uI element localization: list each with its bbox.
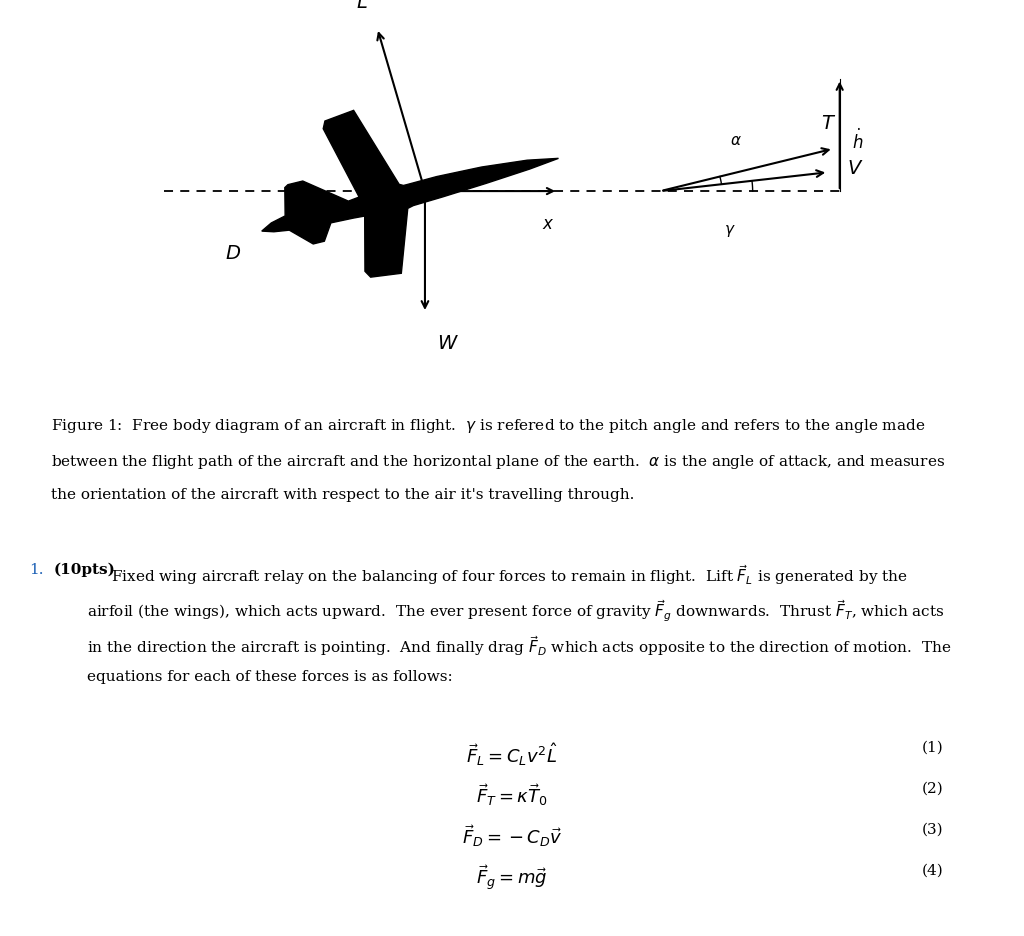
Text: Fixed wing aircraft relay on the balancing of four forces to remain in flight.  : Fixed wing aircraft relay on the balanci… bbox=[111, 563, 907, 586]
Text: $L$: $L$ bbox=[356, 0, 368, 12]
Text: $V$: $V$ bbox=[847, 159, 863, 177]
Text: $\vec{F}_L = C_L v^2 \hat{L}$: $\vec{F}_L = C_L v^2 \hat{L}$ bbox=[466, 740, 558, 767]
Text: $\vec{F}_D = -C_D\vec{v}$: $\vec{F}_D = -C_D\vec{v}$ bbox=[462, 822, 562, 848]
Text: Figure 1:  Free body diagram of an aircraft in flight.  $\gamma$ is refered to t: Figure 1: Free body diagram of an aircra… bbox=[51, 417, 926, 434]
Text: $\gamma$: $\gamma$ bbox=[724, 223, 735, 240]
Text: airfoil (the wings), which acts upward.  The ever present force of gravity $\vec: airfoil (the wings), which acts upward. … bbox=[87, 598, 945, 623]
Text: (4): (4) bbox=[922, 863, 943, 877]
Text: $T$: $T$ bbox=[821, 114, 836, 133]
Text: $\vec{F}_T = \kappa\vec{T}_0$: $\vec{F}_T = \kappa\vec{T}_0$ bbox=[476, 781, 548, 807]
Text: $\alpha$: $\alpha$ bbox=[730, 134, 742, 147]
Text: $x$: $x$ bbox=[542, 215, 554, 232]
Text: $W$: $W$ bbox=[437, 334, 459, 352]
Text: (3): (3) bbox=[922, 822, 943, 836]
Text: the orientation of the aircraft with respect to the air it's travelling through.: the orientation of the aircraft with res… bbox=[51, 488, 635, 502]
Text: in the direction the aircraft is pointing.  And finally drag $\vec{F}_{D}$ which: in the direction the aircraft is pointin… bbox=[87, 634, 951, 657]
Text: (10pts): (10pts) bbox=[53, 563, 115, 577]
Text: $\vec{F}_g = m\vec{g}$: $\vec{F}_g = m\vec{g}$ bbox=[476, 863, 548, 892]
Text: (2): (2) bbox=[922, 781, 943, 795]
Text: equations for each of these forces is as follows:: equations for each of these forces is as… bbox=[87, 669, 453, 683]
Text: (1): (1) bbox=[922, 740, 943, 754]
Text: between the flight path of the aircraft and the horizontal plane of the earth.  : between the flight path of the aircraft … bbox=[51, 452, 945, 470]
Text: $D$: $D$ bbox=[225, 244, 241, 263]
Text: 1.: 1. bbox=[29, 563, 43, 577]
Text: $\dot{h}$: $\dot{h}$ bbox=[852, 128, 863, 153]
Polygon shape bbox=[262, 111, 558, 278]
